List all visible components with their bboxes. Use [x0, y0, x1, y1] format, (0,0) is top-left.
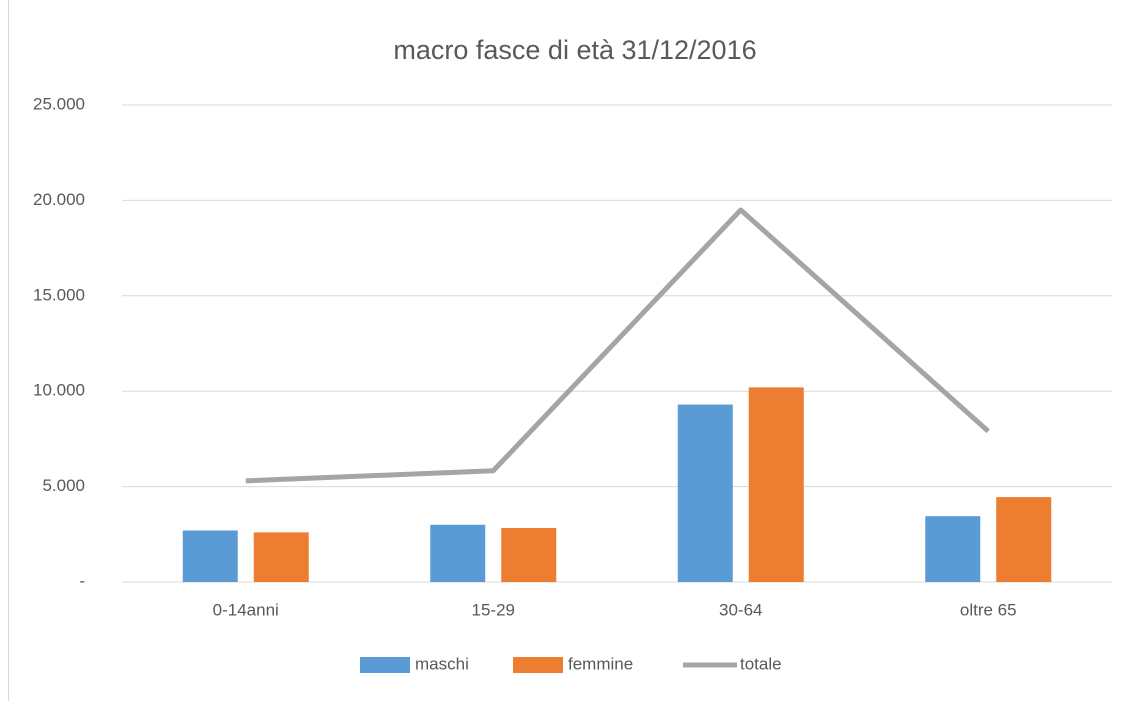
line: [245, 207, 990, 484]
y-tick-label: -: [79, 571, 85, 590]
legend-label: femmine: [568, 654, 633, 673]
bar: [996, 497, 1052, 582]
bar: [501, 528, 557, 582]
bar: [253, 532, 309, 582]
bar: [182, 530, 238, 582]
y-tick-label: 10.000: [33, 381, 85, 400]
y-tick-label: 5.000: [42, 476, 85, 495]
x-tick-label: 30-64: [719, 600, 762, 619]
legend-label: totale: [740, 654, 782, 673]
x-tick-label: 0-14anni: [213, 600, 279, 619]
x-tick-label: oltre 65: [960, 600, 1017, 619]
legend-swatch: [360, 657, 410, 673]
bar: [748, 387, 804, 582]
y-tick-label: 15.000: [33, 285, 85, 304]
legend-swatch: [513, 657, 563, 673]
bar: [925, 516, 981, 582]
bar: [430, 524, 486, 582]
y-tick-label: 20.000: [33, 190, 85, 209]
y-tick-label: 25.000: [33, 94, 85, 113]
x-tick-label: 15-29: [472, 600, 515, 619]
bar: [677, 404, 733, 582]
legend-label: maschi: [415, 654, 469, 673]
chart-title: macro fasce di età 31/12/2016: [393, 35, 756, 65]
